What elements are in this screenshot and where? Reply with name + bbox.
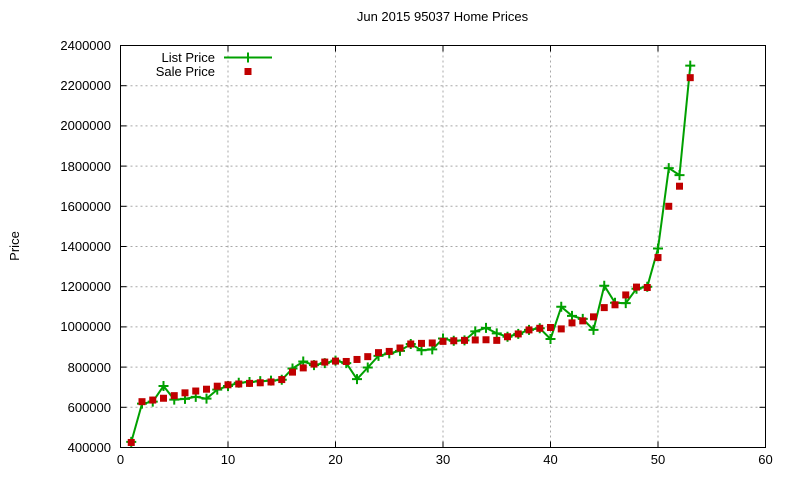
sale-price-marker — [224, 381, 232, 389]
sale-price-marker — [514, 330, 522, 338]
sale-price-marker — [654, 254, 662, 262]
y-tick-label: 1400000 — [60, 239, 111, 254]
sale-price-marker — [181, 389, 189, 397]
y-tick-label: 1800000 — [60, 158, 111, 174]
sale-price-marker — [235, 380, 243, 388]
sale-price-marker — [342, 357, 350, 365]
x-tick-label: 10 — [220, 452, 236, 467]
x-tick-label: 0 — [116, 452, 125, 467]
sale-price-marker — [676, 182, 683, 190]
y-tick-label: 400000 — [67, 440, 111, 455]
sale-price-marker — [289, 368, 296, 376]
sale-price-marker — [439, 337, 447, 345]
list-price-marker — [158, 380, 169, 391]
x-tick-label: 40 — [543, 452, 558, 467]
sale-price-marker — [160, 394, 167, 402]
y-tick-label: 800000 — [67, 359, 111, 375]
sale-price-marker — [590, 313, 597, 321]
list-price-marker — [201, 393, 212, 404]
x-tick-label: 30 — [435, 452, 451, 467]
sale-price-marker — [600, 304, 608, 312]
sale-price-marker — [547, 324, 554, 332]
chart-title: Jun 2015 95037 Home Prices — [356, 9, 529, 24]
list-price-marker — [663, 163, 674, 174]
sale-price-marker — [428, 339, 436, 347]
sale-price-marker — [127, 438, 135, 446]
sale-price-marker — [321, 358, 329, 366]
list-price-marker — [470, 326, 481, 337]
sale-price-marker — [353, 355, 361, 363]
list-price-marker — [567, 310, 577, 321]
sale-price-marker — [418, 339, 425, 347]
legend-label-sale-price: Sale Price — [155, 64, 215, 79]
sale-price-marker — [299, 364, 307, 372]
sale-price-marker — [461, 336, 468, 344]
sale-price-marker — [332, 357, 339, 365]
plot-frame — [120, 45, 766, 448]
sale-price-marker — [536, 324, 544, 332]
list-price-marker — [545, 333, 556, 344]
y-tick-label: 2200000 — [60, 78, 111, 94]
sale-price-marker — [267, 378, 275, 386]
list-price-marker — [685, 60, 696, 71]
sale-price-marker — [192, 387, 200, 395]
sale-price-marker — [385, 347, 393, 355]
list-price-marker — [620, 298, 631, 309]
sale-price-marker — [256, 379, 264, 387]
list-price-marker — [491, 328, 502, 339]
sale-price-marker — [643, 284, 651, 292]
sale-price-marker — [213, 382, 221, 390]
list-price-marker — [599, 280, 610, 291]
sale-price-marker — [278, 376, 286, 384]
list-price-marker — [416, 345, 427, 356]
sale-price-marker — [407, 340, 415, 348]
legend-sale-sample-marker — [244, 68, 252, 75]
list-price-marker — [674, 170, 685, 181]
x-tick-label: 60 — [758, 452, 773, 467]
list-price-marker — [653, 243, 663, 254]
list-price-marker — [588, 324, 599, 335]
x-tick-label: 20 — [328, 452, 343, 467]
sale-price-marker — [633, 283, 640, 291]
x-tick-label: 50 — [650, 452, 666, 467]
y-tick-label: 600000 — [67, 399, 111, 415]
sale-price-marker — [246, 379, 253, 387]
sale-price-marker — [493, 336, 501, 344]
sale-price-marker — [310, 360, 318, 368]
sale-price-marker — [611, 301, 619, 309]
sale-price-marker — [482, 336, 490, 344]
y-tick-label: 1600000 — [60, 198, 111, 214]
sale-price-marker — [450, 337, 458, 345]
sale-price-marker — [364, 353, 372, 361]
legend-label-list-price: List Price — [161, 50, 215, 65]
list-price-marker — [362, 362, 373, 373]
y-tick-label: 1200000 — [60, 279, 111, 295]
sale-price-marker — [149, 396, 157, 404]
sale-price-marker — [471, 336, 479, 344]
sale-price-marker — [170, 392, 178, 400]
y-tick-label: 2400000 — [60, 38, 111, 53]
y-tick-label: 2000000 — [60, 118, 111, 134]
sale-price-marker — [138, 398, 146, 406]
list-price-marker — [352, 374, 362, 385]
sale-price-marker — [665, 202, 673, 210]
sale-price-marker — [203, 385, 210, 393]
sale-price-marker — [622, 291, 630, 299]
sale-price-marker — [375, 349, 382, 357]
sale-price-marker — [568, 319, 576, 327]
list-price-marker — [481, 322, 491, 333]
y-tick-label: 1000000 — [60, 319, 111, 335]
sale-price-marker — [504, 333, 511, 341]
legend-list-sample-marker — [243, 52, 253, 63]
sale-price-marker — [557, 325, 565, 333]
sale-price-marker — [579, 317, 587, 325]
sale-price-marker — [525, 326, 533, 334]
sale-price-marker — [686, 74, 694, 82]
sale-price-marker — [396, 344, 404, 352]
list-price-marker — [556, 301, 567, 312]
